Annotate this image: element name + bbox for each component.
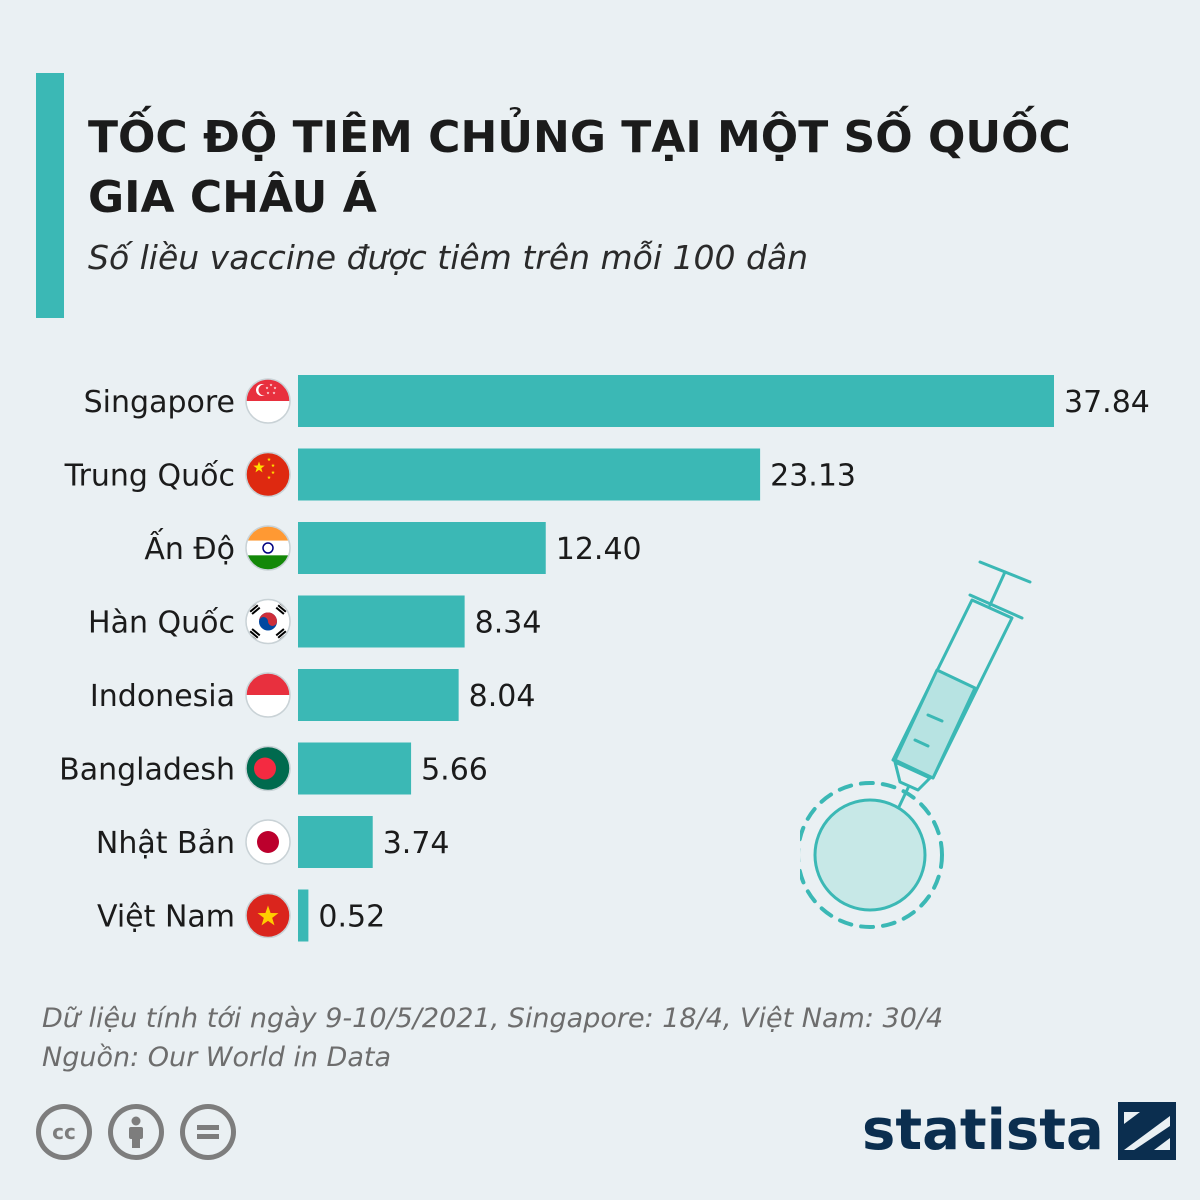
bar <box>298 375 1054 427</box>
bar-chart: Singapore 37.84 Trung Quốc 23.13 Ấn Độ 12.40 H… <box>59 375 1150 942</box>
syringe-virus-icon <box>800 560 1032 929</box>
statista-mark-icon <box>1117 1101 1176 1160</box>
bar <box>298 448 761 501</box>
bar <box>298 669 459 721</box>
category-label: Hàn Quốc <box>88 606 235 641</box>
category-label: Singapore <box>84 385 235 420</box>
flag-japan-icon <box>245 819 291 865</box>
source-note: Nguồn: Our World in Data <box>42 1042 392 1073</box>
chart-title: TỐC ĐỘ TIÊM CHỦNG TẠI MỘT SỐ QUỐC GIA CH… <box>88 112 1071 223</box>
value-label: 0.52 <box>318 900 385 935</box>
category-label: Bangladesh <box>59 753 235 788</box>
flag-vietnam-icon <box>245 892 291 939</box>
category-label: Trung Quốc <box>64 459 235 494</box>
no-derivatives-icon <box>180 1104 236 1160</box>
flag-south-korea-icon <box>245 598 291 645</box>
bar <box>298 595 465 648</box>
bar <box>298 889 309 942</box>
bar <box>298 816 373 868</box>
chart-subtitle: Số liều vaccine được tiêm trên mỗi 100 d… <box>88 238 809 277</box>
value-label: 37.84 <box>1064 385 1150 420</box>
value-label: 12.40 <box>556 532 642 567</box>
category-label: Indonesia <box>90 679 235 714</box>
flag-indonesia-icon <box>245 672 291 718</box>
attribution-icon <box>108 1104 164 1160</box>
value-label: 23.13 <box>770 459 856 494</box>
accent-bar <box>36 73 64 318</box>
category-label: Nhật Bản <box>96 826 235 861</box>
value-label: 5.66 <box>421 753 488 788</box>
flag-singapore-icon <box>245 378 291 424</box>
statista-logo: statista <box>862 1098 1176 1163</box>
flag-china-icon <box>245 451 291 498</box>
category-label: Ấn Độ <box>144 528 235 567</box>
flag-bangladesh-icon <box>245 745 291 792</box>
license-icons: cc <box>36 1104 236 1160</box>
value-label: 3.74 <box>383 826 450 861</box>
bar <box>298 742 412 795</box>
value-label: 8.04 <box>469 679 536 714</box>
cc-icon: cc <box>36 1104 92 1160</box>
value-label: 8.34 <box>475 606 542 641</box>
bar <box>298 522 546 574</box>
flag-india-icon <box>245 525 291 571</box>
data-note: Dữ liệu tính tới ngày 9-10/5/2021, Singa… <box>42 1003 944 1034</box>
category-label: Việt Nam <box>97 900 235 935</box>
brand-wordmark: statista <box>862 1098 1104 1163</box>
